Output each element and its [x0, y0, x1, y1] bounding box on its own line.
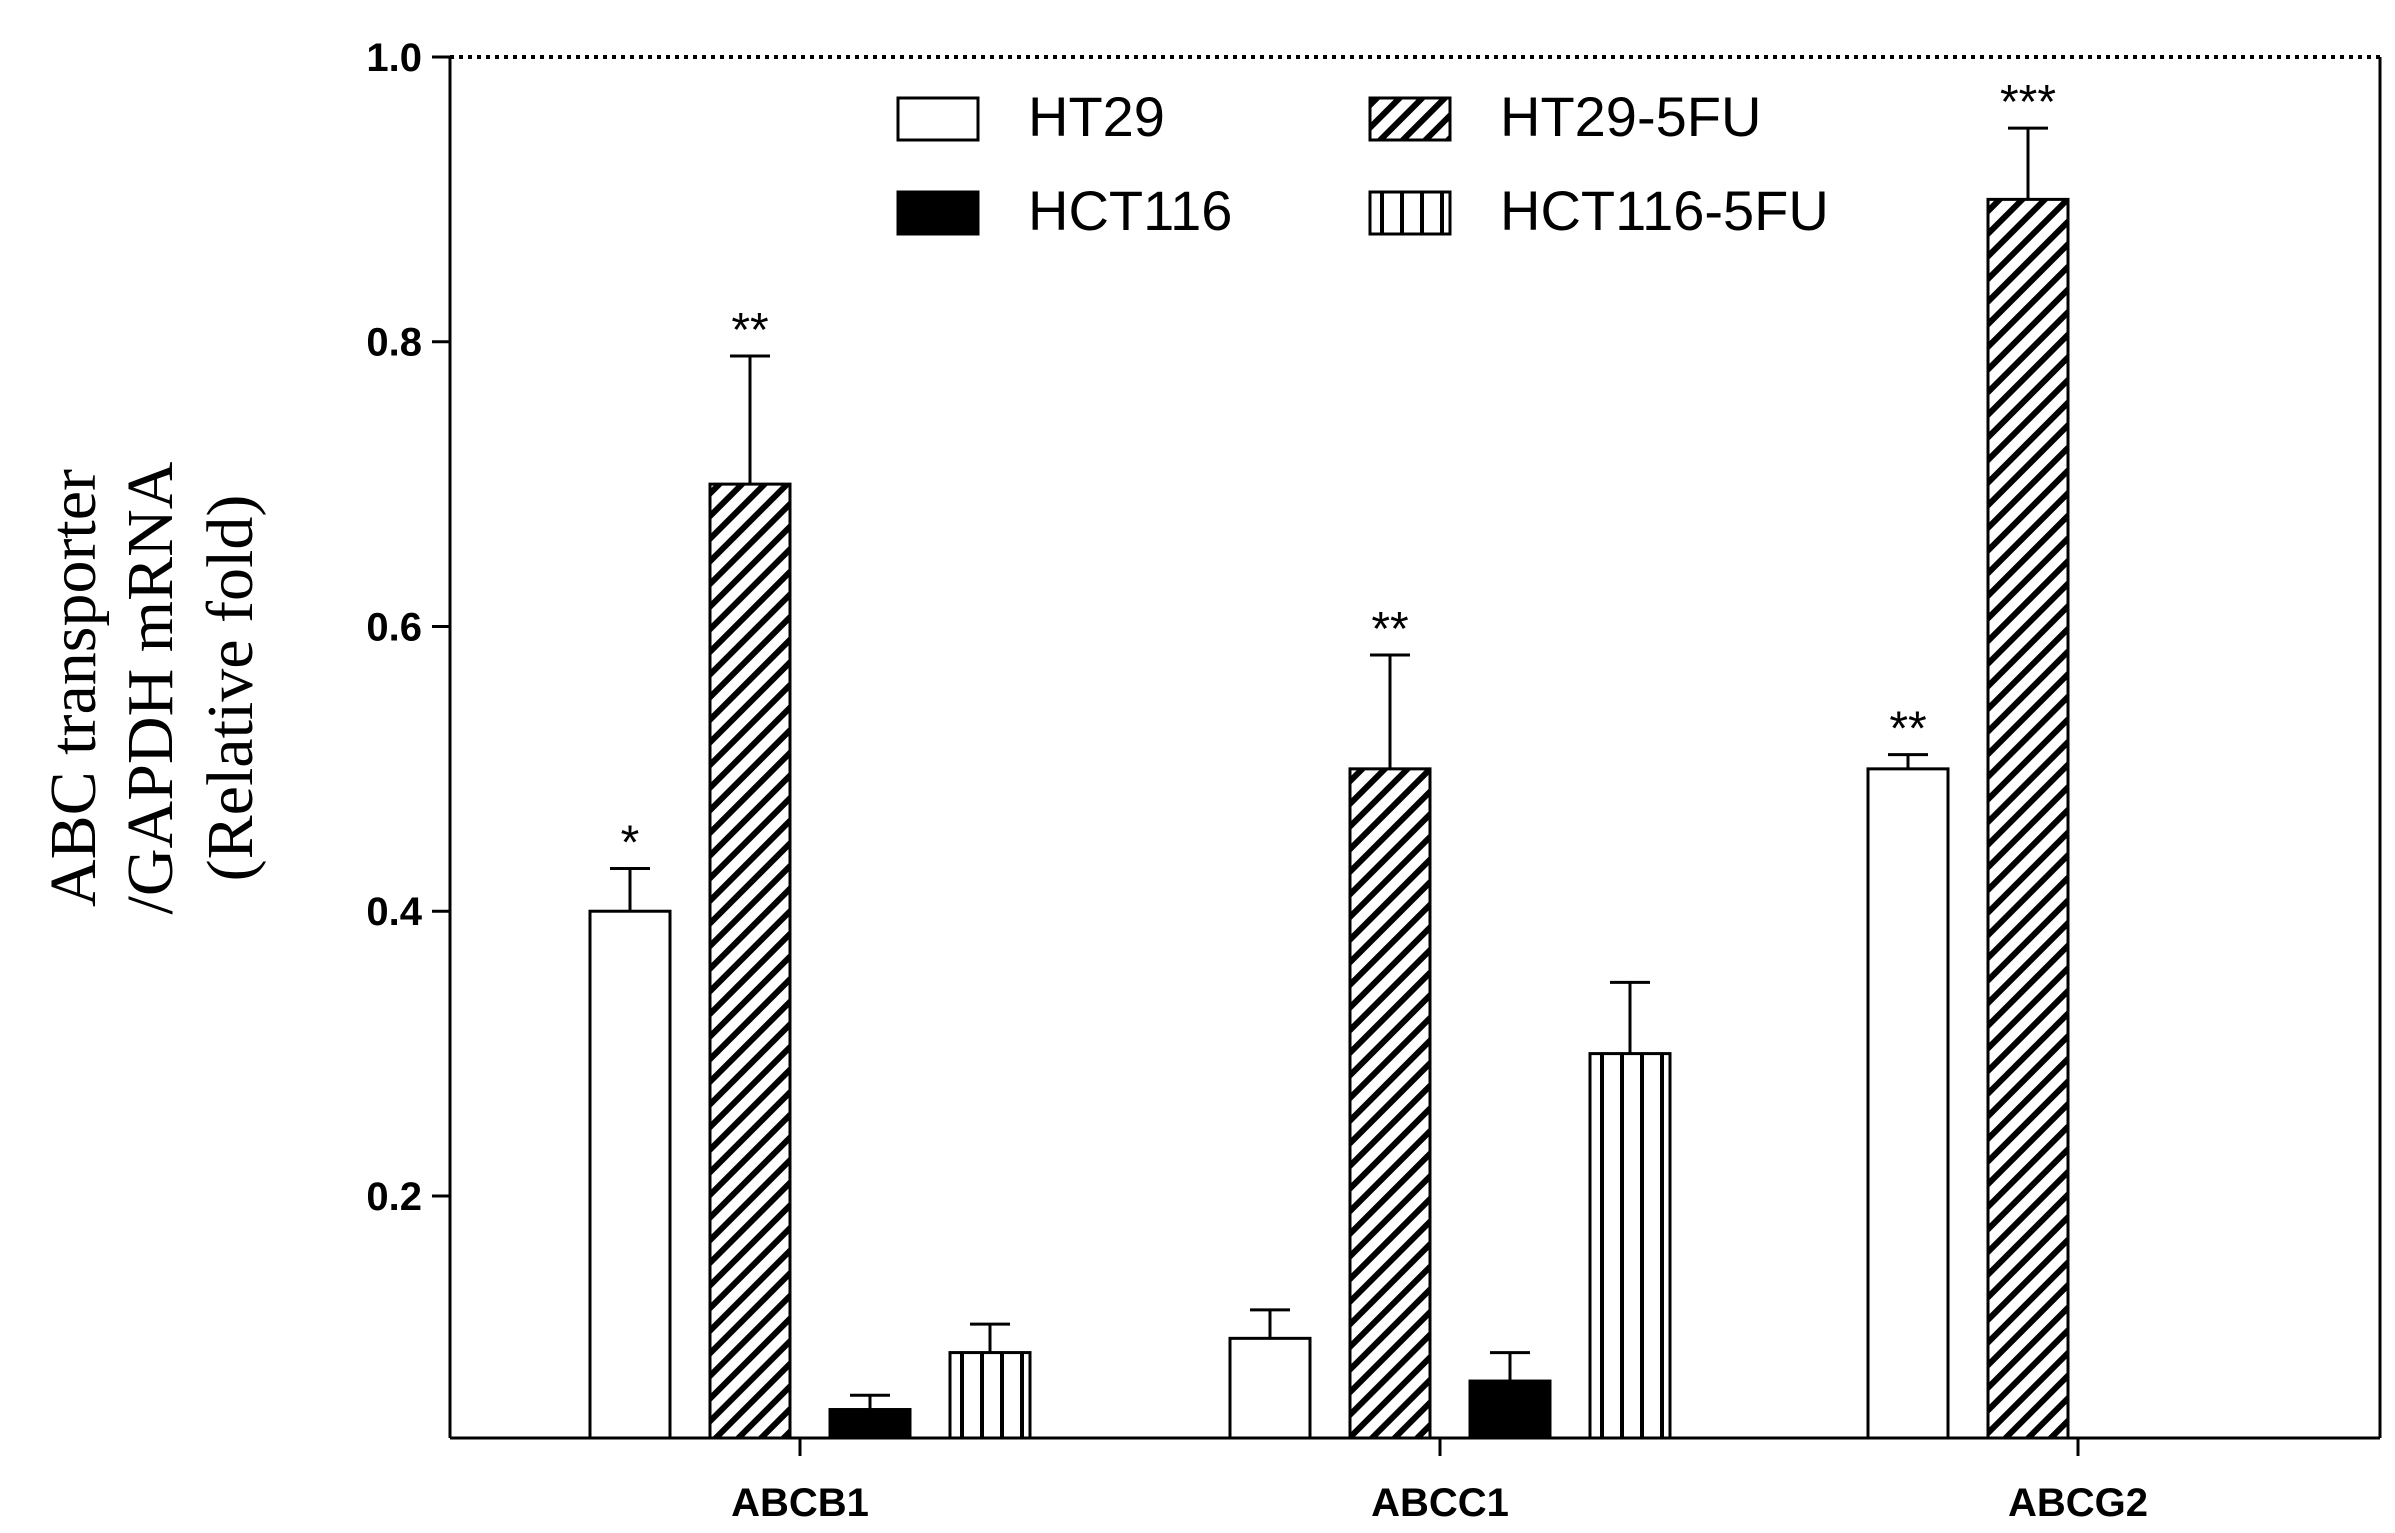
significance-label: *: [621, 817, 640, 870]
significance-label: ***: [2000, 76, 2056, 129]
legend-swatch: [1368, 190, 1452, 236]
legend-label: HT29-5FU: [1500, 85, 1761, 148]
x-tick-label: ABCB1: [731, 1481, 869, 1525]
y-tick-label: 0.8: [366, 321, 422, 365]
bar: [948, 1351, 1032, 1440]
significance-label: **: [731, 304, 768, 357]
bar: [1348, 767, 1432, 1440]
bar: [1866, 767, 1950, 1440]
legend-swatch: [1368, 96, 1452, 142]
bar: [708, 482, 792, 1440]
legend-label: HCT116-5FU: [1500, 179, 1829, 242]
bars: **********: [588, 76, 2070, 1440]
y-tick-label: 1.0: [366, 36, 422, 80]
bar: [1986, 197, 2070, 1440]
bar: [828, 1408, 912, 1440]
y-axis-label-line: /GAPDH mRNA: [114, 461, 187, 914]
y-tick-label: 0.2: [366, 1175, 422, 1219]
significance-label: **: [1371, 603, 1408, 656]
legend-label: HCT116: [1028, 179, 1232, 242]
legend-swatch: [896, 96, 980, 142]
x-tick-label: ABCG2: [2008, 1481, 2148, 1525]
x-tick-label: ABCC1: [1371, 1481, 1509, 1525]
y-axis-label-line: (Relative fold): [194, 495, 267, 882]
bar: [1228, 1336, 1312, 1440]
legend-swatch: [896, 190, 980, 236]
bar: [588, 909, 672, 1440]
significance-label: **: [1889, 703, 1926, 756]
y-axis-label-line: ABC transporter: [37, 469, 110, 907]
bar: [1588, 1052, 1672, 1440]
y-tick-label: 0.6: [366, 605, 422, 649]
axes: 0.2 0.4 0.6 0.8 1.0 ABCB1 ABCC1 ABCG2: [366, 36, 2382, 1525]
bar: [1468, 1379, 1552, 1440]
legend: HT29 HT29-5FU HCT116 HCT116-5FU: [896, 85, 1829, 242]
y-axis-label: ABC transporter/GAPDH mRNA (Relative fold…: [37, 461, 267, 914]
legend-label: HT29: [1028, 85, 1165, 148]
y-tick-label: 0.4: [366, 890, 422, 934]
